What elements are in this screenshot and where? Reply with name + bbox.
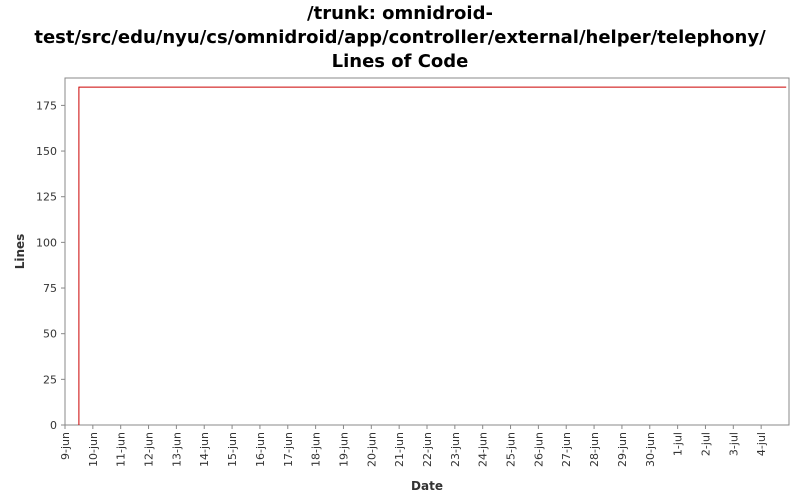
x-tick-label: 21-jun [393,432,406,467]
x-tick-label: 12-jun [143,432,156,467]
plot-area [64,77,790,426]
plot-background [64,77,790,426]
x-tick-label: 26-jun [532,432,545,467]
x-tick-label: 20-jun [365,432,378,467]
title-line-1: /trunk: omnidroid- [307,3,493,24]
y-tick-label: 175 [36,99,57,112]
x-tick-label: 14-jun [198,432,211,467]
x-tick-label: 18-jun [310,432,323,467]
y-axis-title: Lines [13,234,27,270]
title-line-3: Lines of Code [331,51,469,72]
x-tick-label: 2-jul [699,432,712,456]
x-tick-label: 30-jun [644,432,657,467]
x-tick-label: 29-jun [616,432,629,467]
x-tick-label: 16-jun [254,432,267,467]
x-tick-label: 17-jun [282,432,295,467]
x-tick-label: 23-jun [449,432,462,467]
series-line [78,86,787,425]
x-tick-label: 22-jun [421,432,434,467]
x-tick-label: 28-jun [588,432,601,467]
y-tick-label: 0 [50,419,57,432]
title-line-2: test/src/edu/nyu/cs/omnidroid/app/contro… [34,27,766,48]
x-tick-label: 4-jul [755,432,768,456]
x-tick-label: 10-jun [87,432,100,467]
y-tick-label: 125 [36,191,57,204]
y-tick-label: 75 [43,282,57,295]
x-axis: 9-jun 10-jun 11-jun 12-jun 13-jun 14-jun 15-ju… [59,425,768,467]
x-tick-label: 3-jul [727,432,740,456]
x-tick-label: 19-jun [337,432,350,467]
x-tick-label: 9-jun [59,432,72,460]
x-tick-label: 27-jun [560,432,573,467]
x-tick-label: 13-jun [170,432,183,467]
series-layer [78,86,787,426]
x-tick-label: 25-jun [505,432,518,467]
y-tick-label: 25 [43,373,57,386]
y-tick-label: 100 [36,236,57,249]
x-tick-label: 15-jun [226,432,239,467]
chart-title: /trunk: omnidroid- test/src/edu/nyu/cs/o… [0,2,800,74]
x-tick-label: 11-jun [115,432,128,467]
y-axis: 0 25 50 75 100 125 150 175 [36,99,65,432]
x-tick-label: 1-jul [672,432,685,456]
x-tick-label: 24-jun [477,432,490,467]
y-tick-label: 50 [43,328,57,341]
y-tick-label: 150 [36,145,57,158]
x-axis-title: Date [411,479,443,493]
